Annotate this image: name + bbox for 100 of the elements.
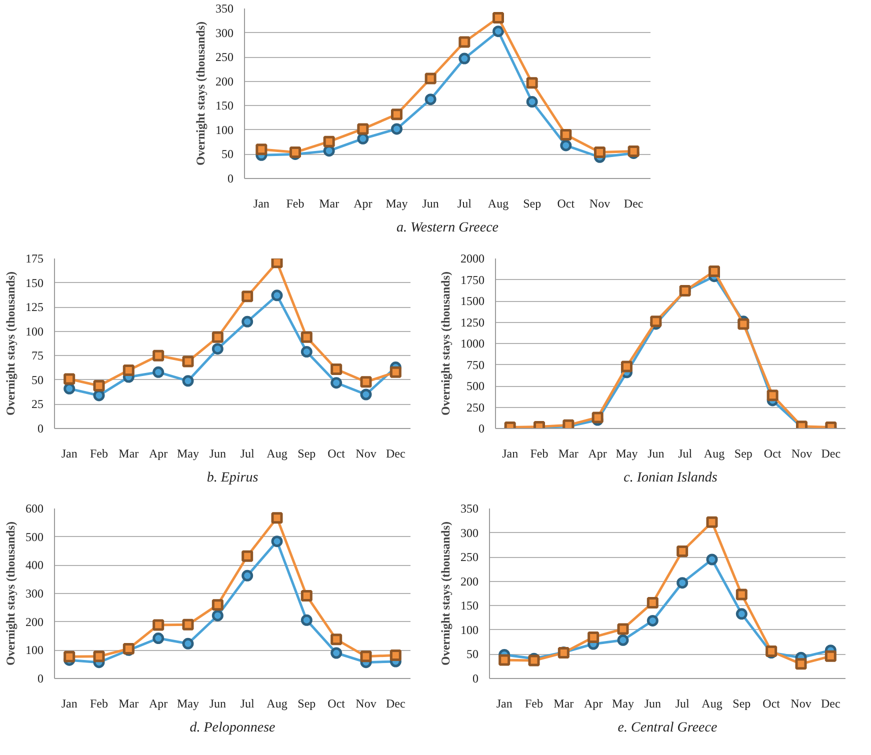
x-tick-label: Aug: [704, 446, 725, 460]
point: [646, 596, 658, 608]
y-tick-label: 150: [26, 276, 44, 290]
x-tick-label: Dec: [386, 696, 406, 710]
x-tick-label: Jul: [240, 696, 255, 710]
y-tick-label: 0: [38, 672, 44, 686]
y-tick-label: 400: [26, 558, 44, 572]
point: [271, 258, 283, 268]
point: [458, 36, 470, 48]
point: [152, 350, 164, 362]
y-tick-label: 350: [216, 2, 234, 16]
x-tick-label: Apr: [149, 696, 168, 710]
y-tick-label: 100: [26, 324, 44, 338]
y-tick-label: 350: [460, 502, 478, 516]
point: [738, 318, 750, 330]
x-tick-label: May: [177, 696, 199, 710]
point: [498, 654, 510, 666]
x-tick-label: May: [177, 446, 199, 460]
point: [391, 108, 402, 120]
x-tick-label: Nov: [589, 196, 610, 210]
y-tick-label: 500: [466, 379, 484, 393]
x-tick-label: Sep: [732, 696, 751, 710]
y-tick-label: 1500: [460, 294, 484, 308]
x-tick-label: Feb: [90, 696, 108, 710]
y-tick-label: 200: [26, 614, 44, 629]
point: [676, 545, 688, 557]
point: [360, 376, 372, 388]
y-tick-label: 0: [38, 422, 44, 436]
x-tick-label: Mar: [118, 446, 139, 460]
point: [330, 634, 342, 646]
y-tick-label: 250: [466, 400, 484, 414]
point: [390, 366, 402, 378]
y-tick-label: 0: [478, 422, 484, 436]
point: [122, 364, 134, 376]
y-tick-label: 1250: [460, 315, 484, 330]
point: [300, 590, 312, 602]
point: [766, 390, 778, 402]
y-tick-label: 50: [466, 647, 478, 662]
x-tick-label: May: [616, 446, 638, 460]
y-tick-label: 200: [216, 74, 234, 88]
point: [560, 140, 572, 152]
y-tick-label: 125: [26, 300, 44, 314]
x-tick-label: Jan: [253, 196, 270, 210]
y-tick-label: 100: [460, 622, 478, 637]
x-tick-label: Mar: [118, 696, 139, 710]
x-tick-label: Feb: [530, 446, 548, 460]
point: [824, 650, 836, 662]
x-tick-label: Jun: [644, 696, 662, 710]
y-axis-title: Overnight stays (thousands): [438, 271, 452, 416]
point: [458, 52, 470, 64]
point: [424, 94, 436, 106]
y-axis-title: Overnight stays (thousands): [4, 271, 18, 416]
y-tick-label: 1750: [460, 272, 484, 287]
point: [592, 412, 604, 424]
x-tick-label: Jan: [61, 696, 78, 710]
x-tick-label: Jun: [422, 196, 439, 210]
y-tick-label: 100: [26, 643, 44, 658]
y-axis-title: Overnight stays (thousands): [194, 21, 208, 166]
x-tick-label: Aug: [488, 196, 509, 210]
point: [492, 12, 504, 24]
x-tick-label: Apr: [149, 446, 168, 460]
point: [330, 647, 342, 659]
point: [182, 375, 194, 387]
y-tick-label: 0: [472, 672, 478, 686]
point: [617, 623, 629, 635]
point: [646, 614, 658, 626]
x-tick-label: Oct: [328, 446, 346, 460]
x-tick-label: Dec: [386, 446, 406, 460]
point: [706, 516, 718, 528]
y-tick-label: 2000: [460, 252, 484, 266]
text: b. Epirus: [206, 470, 259, 486]
x-tick-label: Jan: [502, 446, 518, 460]
point: [93, 380, 105, 392]
x-tick-label: Apr: [354, 196, 372, 210]
y-tick-label: 50: [32, 372, 44, 387]
x-tick-label: Nov: [790, 696, 812, 710]
x-tick-label: Mar: [554, 696, 574, 710]
point: [242, 570, 254, 582]
x-tick-label: Mar: [319, 196, 340, 210]
point: [242, 550, 254, 562]
x-tick-label: Mar: [558, 446, 578, 460]
y-tick-label: 25: [32, 397, 44, 412]
point: [330, 377, 342, 389]
point: [323, 136, 335, 148]
point: [300, 331, 312, 343]
point: [152, 632, 164, 644]
point: [64, 373, 76, 385]
point: [212, 343, 224, 355]
point: [357, 123, 369, 135]
x-tick-label: Sep: [298, 446, 316, 460]
point: [360, 650, 372, 662]
y-tick-label: 175: [26, 252, 44, 266]
x-tick-label: Jun: [648, 446, 664, 460]
y-tick-label: 150: [216, 98, 234, 113]
point: [271, 512, 283, 524]
x-tick-label: Jun: [209, 696, 226, 710]
point: [182, 618, 194, 630]
text: e. Central Greece: [618, 720, 718, 736]
x-tick-label: Feb: [90, 446, 108, 460]
point: [391, 123, 402, 135]
